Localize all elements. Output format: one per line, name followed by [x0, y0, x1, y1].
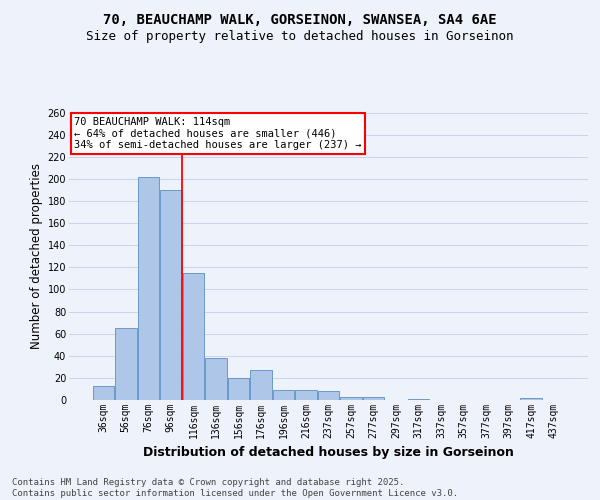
- Y-axis label: Number of detached properties: Number of detached properties: [31, 163, 43, 350]
- Bar: [295, 390, 317, 400]
- Text: Contains HM Land Registry data © Crown copyright and database right 2025.
Contai: Contains HM Land Registry data © Crown c…: [12, 478, 458, 498]
- Bar: [228, 378, 249, 400]
- Text: 70, BEAUCHAMP WALK, GORSEINON, SWANSEA, SA4 6AE: 70, BEAUCHAMP WALK, GORSEINON, SWANSEA, …: [103, 12, 497, 26]
- Bar: [340, 396, 362, 400]
- Bar: [363, 396, 384, 400]
- Bar: [92, 386, 114, 400]
- Bar: [273, 390, 294, 400]
- Bar: [115, 328, 137, 400]
- Bar: [318, 391, 339, 400]
- Bar: [250, 370, 272, 400]
- Bar: [205, 358, 227, 400]
- Bar: [520, 398, 542, 400]
- Bar: [137, 176, 159, 400]
- Text: Size of property relative to detached houses in Gorseinon: Size of property relative to detached ho…: [86, 30, 514, 43]
- X-axis label: Distribution of detached houses by size in Gorseinon: Distribution of detached houses by size …: [143, 446, 514, 460]
- Text: 70 BEAUCHAMP WALK: 114sqm
← 64% of detached houses are smaller (446)
34% of semi: 70 BEAUCHAMP WALK: 114sqm ← 64% of detac…: [74, 117, 362, 150]
- Bar: [160, 190, 182, 400]
- Bar: [182, 273, 204, 400]
- Bar: [408, 399, 429, 400]
